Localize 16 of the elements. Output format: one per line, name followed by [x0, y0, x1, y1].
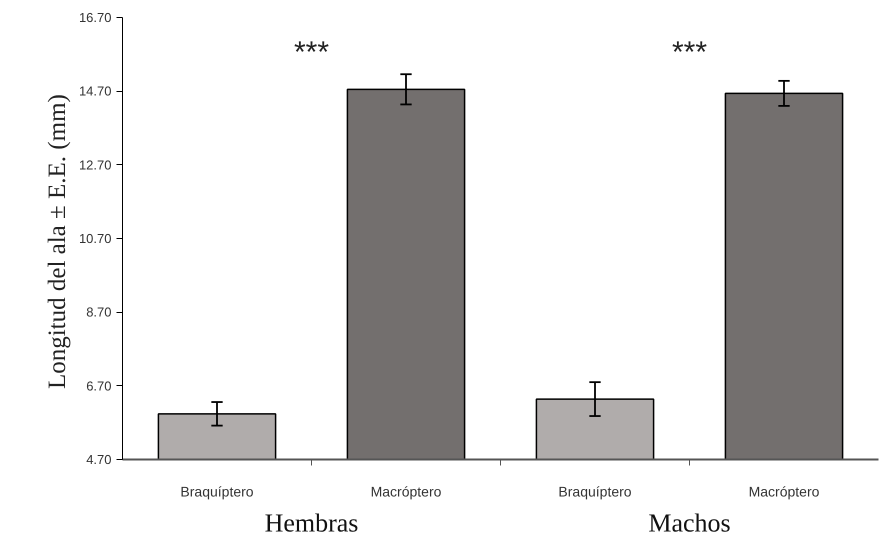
- y-tick-label: 4.70: [86, 452, 112, 467]
- y-tick-label: 10.70: [78, 231, 112, 246]
- y-tick-label: 14.70: [78, 84, 112, 99]
- annotation: ***: [294, 36, 330, 69]
- x-tick-label: Macróptero: [370, 484, 442, 500]
- x-tick-label: Braquíptero: [558, 484, 632, 500]
- text: Hembras: [264, 508, 358, 538]
- y-tick-label: 8.70: [86, 304, 112, 320]
- y-tick-label: 6.70: [86, 378, 112, 394]
- y-tick-label: 16.70: [78, 10, 112, 25]
- text: Machos: [648, 508, 731, 538]
- x-tick-label: Braquíptero: [180, 484, 254, 500]
- x-tick-label: Macróptero: [748, 484, 820, 500]
- y-tick-label: 12.70: [78, 157, 112, 172]
- y-axis-title: Longitud del ala ± E.E. (mm): [44, 94, 71, 390]
- annotation: ***: [672, 36, 708, 69]
